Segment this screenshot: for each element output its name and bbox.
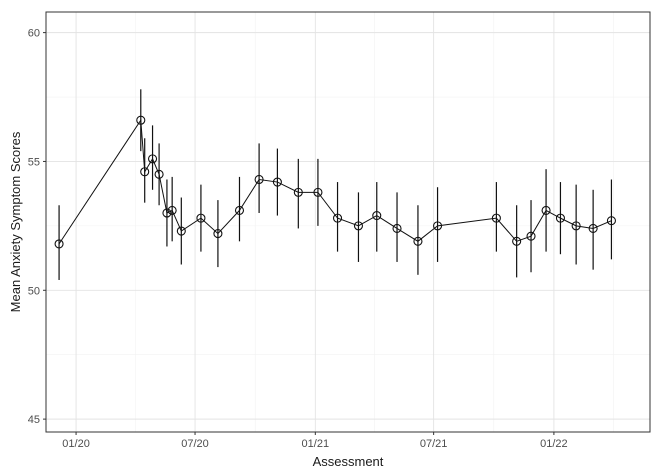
data-point: [176, 226, 186, 236]
data-point: [196, 213, 206, 223]
data-point: [313, 187, 323, 197]
data-point: [413, 236, 423, 246]
data-point: [555, 213, 565, 223]
data-point: [234, 205, 245, 215]
x-tick-label: 07/21: [420, 438, 448, 450]
data-point: [162, 208, 172, 218]
x-tick-label: 01/21: [302, 438, 330, 450]
y-tick-label: 55: [28, 156, 40, 168]
data-point: [147, 154, 158, 164]
data-point: [392, 223, 402, 233]
data-point: [167, 205, 177, 215]
x-tick-label: 01/20: [62, 438, 90, 450]
data-point: [353, 221, 364, 231]
series: [54, 89, 616, 280]
plot-border: [45, 11, 651, 433]
data-point: [254, 174, 264, 185]
y-tick-label: 50: [28, 285, 40, 297]
data-point: [571, 221, 581, 231]
series-line: [58, 118, 612, 245]
y-tick-label: 45: [28, 414, 40, 426]
data-point: [433, 221, 443, 231]
data-point: [54, 239, 64, 249]
data-point: [136, 115, 146, 125]
y-axis: 45 50 55 60: [28, 28, 46, 426]
x-axis-title: Assessment: [313, 454, 384, 468]
data-point: [512, 236, 522, 246]
data-point: [372, 211, 382, 221]
data-point: [140, 167, 150, 177]
data-point: [606, 216, 616, 226]
data-point: [491, 213, 501, 223]
data-point: [272, 177, 282, 187]
x-tick-label: 07/20: [181, 438, 209, 450]
x-tick-label: 01/22: [540, 438, 568, 450]
data-point: [293, 187, 303, 197]
y-tick-label: 60: [28, 28, 40, 40]
data-point: [541, 205, 551, 215]
x-axis: 01/20 07/20 01/21 07/21 01/22: [62, 432, 568, 450]
data-point: [588, 223, 598, 233]
data-point: [213, 229, 223, 239]
data-point: [526, 231, 536, 241]
y-axis-title: Mean Anxiety Symptom Scores: [8, 131, 23, 312]
data-point: [332, 213, 343, 223]
data-point: [154, 169, 164, 179]
